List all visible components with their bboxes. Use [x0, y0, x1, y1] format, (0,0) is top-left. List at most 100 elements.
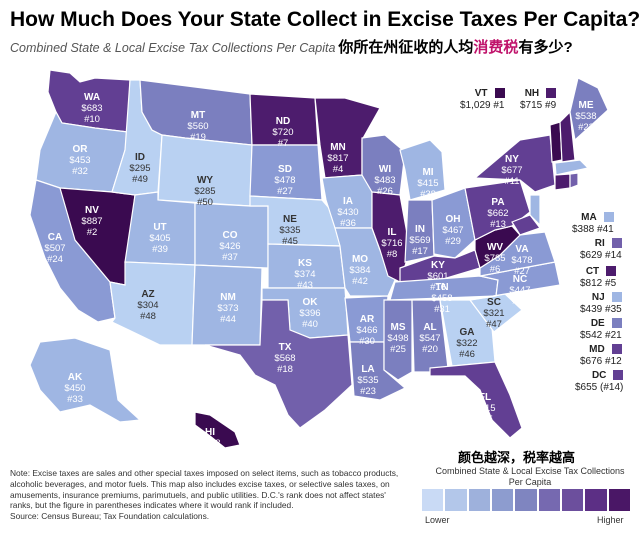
state-MA[interactable] — [554, 159, 590, 176]
legend-swatch-3 — [491, 489, 514, 511]
state-label-MT: MT $560 #19 — [187, 110, 208, 143]
state-label-PA: PA $662 #13 — [487, 197, 508, 230]
state-TX[interactable] — [204, 299, 353, 429]
page-title: How Much Does Your State Collect in Exci… — [10, 8, 640, 31]
state-label-NE: NE $335 #45 — [279, 214, 300, 247]
state-label-GA: GA $322 #46 — [456, 327, 477, 360]
state-label-AL: AL $547 #20 — [419, 322, 440, 355]
state-label-WY: WY $285 #50 — [194, 175, 215, 208]
state-NC[interactable] — [469, 261, 561, 301]
state-label-FL: FL $615 #15 — [474, 392, 495, 425]
callout-NH: NH $715 #9 — [520, 88, 557, 111]
state-label-OR: OR $453 #32 — [69, 144, 90, 177]
legend-color-scale — [422, 489, 632, 511]
callout-CT: CT $812 #5 — [580, 266, 617, 289]
swatch-NH — [546, 88, 557, 99]
swatch-MA — [603, 212, 614, 223]
state-label-VA: VA $478 #27 — [511, 244, 532, 277]
swatch-RI — [611, 238, 622, 249]
state-label-WV: WV $785 #6 — [484, 242, 505, 275]
state-RI[interactable] — [569, 172, 579, 189]
legend-swatch-0 — [422, 489, 444, 511]
state-label-NV: NV $887 #2 — [81, 205, 102, 238]
state-label-MN: MN $817 #4 — [327, 142, 348, 175]
state-label-CA: CA $507 #24 — [44, 232, 65, 265]
state-label-IL: IL $716 #8 — [381, 227, 402, 260]
state-FL[interactable] — [429, 361, 523, 439]
state-label-MS: MS $498 #25 — [387, 322, 408, 355]
state-IL[interactable] — [371, 191, 411, 283]
state-label-MI: MI $415 #38 — [417, 167, 438, 200]
state-label-IA: IA $430 #36 — [337, 196, 358, 229]
state-label-KS: KS $374 #43 — [294, 258, 315, 291]
callout-MD: MD $676 #12 — [580, 344, 622, 367]
legend-swatch-6 — [561, 489, 584, 511]
callout-RI: RI $629 #14 — [580, 238, 622, 261]
swatch-VT — [494, 88, 505, 99]
source-text: Source: Census Bureau; Tax Foundation ca… — [10, 511, 210, 521]
legend-title: Combined State & Local Excise Tax Collec… — [435, 466, 625, 487]
state-MD[interactable] — [511, 214, 541, 236]
state-label-TN: TN $458 #31 — [431, 282, 452, 315]
swatch-DC — [613, 370, 624, 381]
state-label-NC: NC $447 #34 — [509, 274, 530, 307]
legend-higher-label: Higher — [597, 515, 624, 525]
subtitle-en: Combined State & Local Excise Tax Collec… — [10, 41, 336, 55]
state-label-WA: WA $683 #10 — [81, 92, 102, 125]
state-label-AK: AK $450 #33 — [64, 372, 85, 405]
state-label-ND: ND $720 #7 — [272, 116, 293, 149]
state-label-WI: WI $483 #26 — [374, 164, 395, 197]
legend-title-cn: 颜色越深，税率越高 — [458, 450, 576, 465]
state-label-CO: CO $426 #37 — [219, 230, 240, 263]
state-AK[interactable] — [29, 337, 142, 423]
legend-lower-label: Lower — [425, 515, 450, 525]
state-OH[interactable] — [431, 187, 476, 259]
state-label-NY: NY $677 #11 — [501, 154, 522, 187]
state-label-OH: OH $467 #29 — [442, 214, 463, 247]
state-label-KY: KY $601 #16 — [427, 260, 448, 293]
swatch-CT — [606, 266, 617, 277]
subtitle-cn-prefix: 你所在州征收的人均 — [338, 39, 474, 56]
state-label-HI: HI $868 #3 — [199, 427, 220, 460]
state-label-LA: LA $535 #23 — [357, 364, 378, 397]
callout-DE: DE $542 #21 — [580, 318, 622, 341]
subtitle-cn: 你所在州征收的人均消费税有多少? — [338, 39, 572, 56]
state-label-ID: ID $295 #49 — [129, 152, 150, 185]
footnote: Note: Excise taxes are sales and other s… — [10, 468, 405, 522]
state-GA[interactable] — [439, 299, 496, 367]
page-subtitle: Combined State & Local Excise Tax Collec… — [10, 36, 573, 57]
callout-VT: VT $1,029 #1 — [460, 88, 505, 111]
state-MS[interactable] — [383, 299, 413, 381]
legend-swatch-2 — [468, 489, 490, 511]
subtitle-cn-highlight: 消费税 — [473, 39, 519, 56]
legend-swatch-7 — [585, 489, 607, 511]
state-CT[interactable] — [554, 173, 571, 191]
state-MI[interactable] — [399, 139, 446, 201]
state-label-SD: SD $478 #27 — [274, 164, 295, 197]
state-label-ME: ME $538 #22 — [575, 100, 596, 133]
legend-swatch-5 — [538, 489, 560, 511]
swatch-DE — [611, 318, 622, 329]
state-label-MO: MO $384 #42 — [349, 254, 370, 287]
legend-swatch-1 — [445, 489, 467, 511]
callout-MA: MA $388 #41 — [572, 212, 614, 235]
state-label-SC: SC $321 #47 — [483, 297, 504, 330]
footnote-text: Note: Excise taxes are sales and other s… — [10, 468, 399, 511]
legend-swatch-8 — [608, 489, 630, 511]
subtitle-cn-suffix: 有多少? — [518, 39, 573, 56]
state-HI[interactable] — [194, 411, 241, 449]
state-label-IN: IN $569 #17 — [409, 224, 430, 257]
state-label-AR: AR $466 #30 — [356, 314, 377, 347]
callout-NJ: NJ $439 #35 — [580, 292, 622, 315]
state-label-UT: UT $405 #39 — [149, 222, 170, 255]
callout-DC: DC $655 (#14) — [575, 370, 624, 393]
swatch-NJ — [611, 292, 622, 303]
state-ME[interactable] — [569, 77, 609, 142]
swatch-MD — [611, 344, 622, 355]
legend-swatch-4 — [515, 489, 537, 511]
state-label-OK: OK $396 #40 — [299, 297, 320, 330]
state-label-TX: TX $568 #18 — [274, 342, 295, 375]
state-label-NM: NM $373 #44 — [217, 292, 238, 325]
state-label-AZ: AZ $304 #48 — [137, 289, 158, 322]
us-choropleth-map: WA $683 #10 OR $453 #32 CA $507 #24 ID $295 #49 NV $8… — [29, 69, 609, 460]
